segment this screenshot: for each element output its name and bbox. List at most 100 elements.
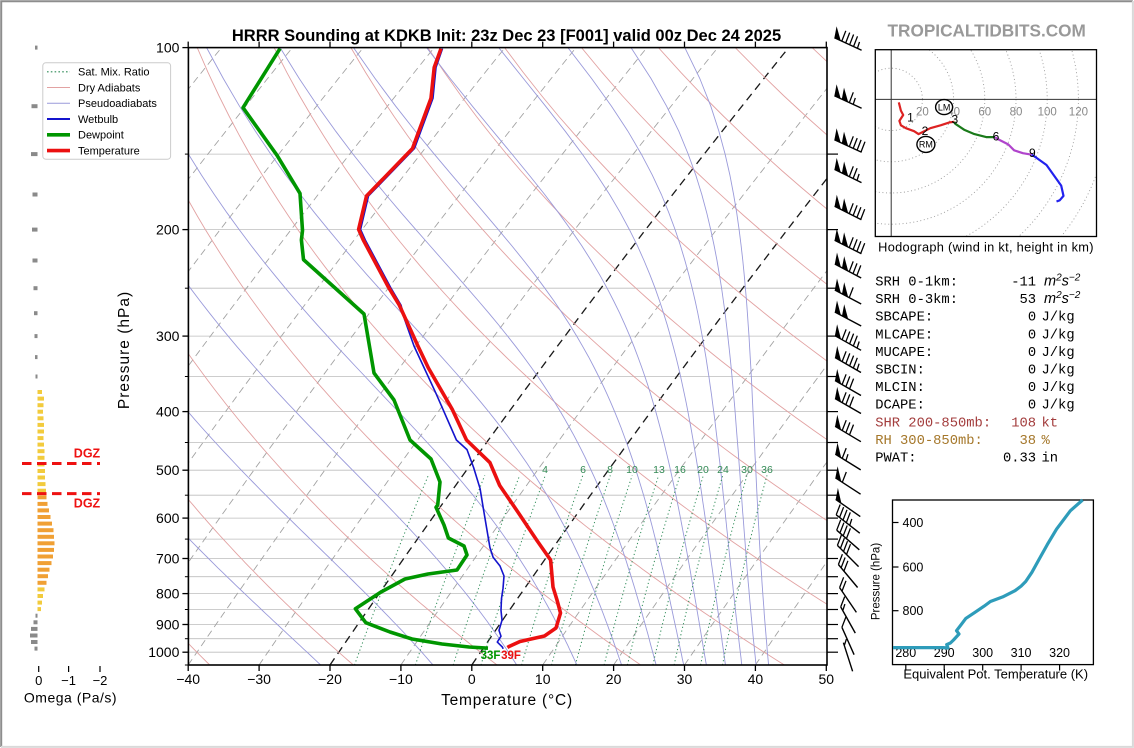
svg-text:38: 38: [1020, 434, 1037, 449]
svg-text:20: 20: [606, 671, 622, 687]
svg-text:0: 0: [468, 671, 476, 687]
svg-text:1000: 1000: [148, 644, 179, 660]
svg-text:PWAT:: PWAT:: [875, 452, 916, 467]
svg-text:SRH 0-3km:: SRH 0-3km:: [875, 292, 958, 308]
svg-text:0: 0: [35, 673, 42, 688]
svg-text:−10: −10: [389, 671, 413, 687]
svg-text:310: 310: [1011, 646, 1032, 660]
svg-text:Hodograph (wind in kt, height: Hodograph (wind in kt, height in km): [878, 240, 1094, 255]
svg-text:MUCAPE:: MUCAPE:: [875, 346, 933, 361]
svg-text:100: 100: [156, 39, 180, 55]
svg-text:kt: kt: [1042, 415, 1059, 431]
svg-text:MLCIN:: MLCIN:: [875, 381, 925, 396]
svg-text:36: 36: [761, 464, 773, 476]
svg-text:320: 320: [1049, 646, 1070, 660]
svg-text:60: 60: [978, 107, 991, 119]
svg-text:0: 0: [1028, 328, 1036, 343]
svg-text:200: 200: [156, 221, 180, 237]
svg-text:20: 20: [916, 107, 929, 119]
svg-text:Sat. Mix. Ratio: Sat. Mix. Ratio: [78, 67, 150, 79]
svg-text:400: 400: [156, 403, 180, 419]
svg-text:33F: 33F: [481, 650, 501, 662]
svg-text:80: 80: [1010, 107, 1023, 119]
svg-text:J/kg: J/kg: [1042, 380, 1075, 396]
svg-text:20: 20: [697, 464, 709, 476]
svg-text:40: 40: [748, 671, 764, 687]
svg-text:700: 700: [156, 550, 180, 566]
svg-text:400: 400: [903, 516, 924, 530]
svg-text:300: 300: [156, 328, 180, 344]
svg-text:in: in: [1042, 451, 1059, 467]
svg-text:DCAPE:: DCAPE:: [875, 399, 925, 414]
svg-text:39F: 39F: [501, 650, 521, 662]
svg-text:J/kg: J/kg: [1042, 345, 1075, 361]
svg-text:SBCAPE:: SBCAPE:: [875, 311, 933, 326]
svg-text:−2: −2: [93, 673, 108, 688]
svg-text:0: 0: [1028, 346, 1036, 361]
svg-text:800: 800: [903, 604, 924, 618]
svg-text:Temperature (°C): Temperature (°C): [441, 692, 573, 709]
svg-text:−40: −40: [176, 671, 200, 687]
svg-text:30: 30: [677, 671, 693, 687]
svg-text:2: 2: [922, 124, 929, 138]
svg-text:Equivalent Pot. Temperature (K: Equivalent Pot. Temperature (K): [903, 667, 1088, 682]
svg-text:300: 300: [972, 646, 993, 660]
svg-text:-11: -11: [1011, 276, 1036, 291]
svg-text:800: 800: [156, 585, 180, 601]
svg-text:Pressure (hPa): Pressure (hPa): [871, 543, 883, 621]
svg-text:10: 10: [626, 464, 638, 476]
svg-text:50: 50: [819, 671, 835, 687]
svg-text:Wetbulb: Wetbulb: [78, 114, 118, 126]
svg-text:108: 108: [1011, 416, 1036, 431]
svg-text:LM: LM: [938, 102, 951, 112]
svg-text:SRH 0-1km:: SRH 0-1km:: [875, 275, 958, 291]
svg-text:120: 120: [1069, 107, 1088, 119]
svg-text:HRRR Sounding at KDKB Init: 23: HRRR Sounding at KDKB Init: 23z Dec 23 […: [232, 27, 781, 45]
svg-text:Temperature: Temperature: [78, 145, 140, 157]
svg-text:290: 290: [934, 646, 955, 660]
svg-text:0: 0: [1028, 381, 1036, 396]
svg-text:0: 0: [1028, 364, 1036, 379]
svg-text:13: 13: [653, 464, 665, 476]
svg-text:−20: −20: [318, 671, 342, 687]
svg-text:SBCIN:: SBCIN:: [875, 364, 925, 379]
svg-text:4: 4: [542, 464, 548, 476]
svg-text:−1: −1: [61, 673, 76, 688]
svg-text:DGZ: DGZ: [74, 497, 101, 511]
svg-text:6: 6: [580, 464, 586, 476]
svg-text:16: 16: [674, 464, 686, 476]
svg-text:3: 3: [951, 112, 958, 126]
svg-text:Dewpoint: Dewpoint: [78, 130, 124, 142]
svg-text:53: 53: [1020, 293, 1037, 308]
svg-text:0: 0: [1028, 399, 1036, 414]
svg-text:24: 24: [717, 464, 729, 476]
svg-text:Omega (Pa/s): Omega (Pa/s): [24, 690, 117, 706]
svg-text:Pressure (hPa): Pressure (hPa): [116, 291, 133, 409]
svg-text:−30: −30: [247, 671, 271, 687]
svg-text:Dry Adiabats: Dry Adiabats: [78, 82, 141, 94]
svg-text:0: 0: [1028, 311, 1036, 326]
svg-text:9: 9: [1029, 146, 1036, 160]
svg-text:30: 30: [741, 464, 753, 476]
svg-text:600: 600: [156, 510, 180, 526]
svg-text:SHR 200-850mb:: SHR 200-850mb:: [875, 415, 991, 431]
svg-text:MLCAPE:: MLCAPE:: [875, 328, 933, 343]
svg-text:10: 10: [535, 671, 551, 687]
svg-text:0.33: 0.33: [1003, 452, 1036, 467]
svg-text:6: 6: [993, 130, 1000, 144]
svg-text:100: 100: [1038, 107, 1057, 119]
svg-text:J/kg: J/kg: [1042, 398, 1075, 414]
svg-text:8: 8: [607, 464, 613, 476]
svg-text:1: 1: [907, 111, 914, 125]
svg-text:DGZ: DGZ: [74, 447, 101, 461]
svg-text:500: 500: [156, 462, 180, 478]
svg-text:280: 280: [895, 646, 916, 660]
svg-text:J/kg: J/kg: [1042, 327, 1075, 343]
svg-text:RH 300-850mb:: RH 300-850mb:: [875, 433, 983, 449]
svg-text:%: %: [1042, 434, 1051, 449]
svg-text:900: 900: [156, 616, 180, 632]
svg-text:TROPICALTIDBITS.COM: TROPICALTIDBITS.COM: [888, 21, 1086, 41]
svg-text:Pseudoadiabats: Pseudoadiabats: [78, 98, 157, 110]
svg-text:RM: RM: [919, 140, 933, 150]
svg-text:J/kg: J/kg: [1042, 363, 1075, 379]
